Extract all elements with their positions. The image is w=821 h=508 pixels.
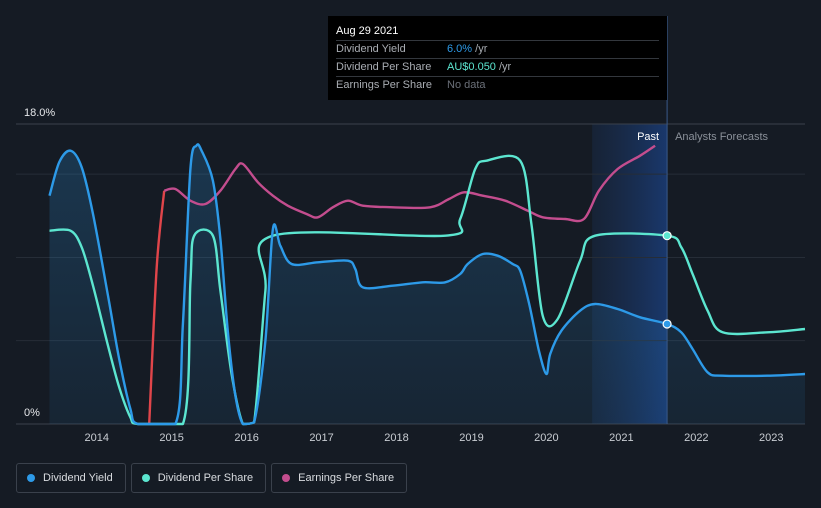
tooltip-value: No data xyxy=(447,79,486,91)
x-tick-label: 2022 xyxy=(684,432,708,444)
legend-label: Dividend Yield xyxy=(43,472,113,484)
past-label: Past xyxy=(637,131,659,143)
analysts-forecasts-label: Analysts Forecasts xyxy=(675,131,768,143)
dividend-chart[interactable]: 2014 2015 2016 2017 2018 2019 2020 2021 2022 2023… xyxy=(0,0,821,460)
earnings-per-share-line-start xyxy=(148,190,166,425)
legend-item-earnings-per-share[interactable]: Earnings Per Share xyxy=(271,463,408,493)
tooltip-suffix: /yr xyxy=(495,61,512,73)
x-tick-label: 2018 xyxy=(384,432,408,444)
y-tick-label: 18.0% xyxy=(24,107,55,119)
tooltip-date: Aug 29 2021 xyxy=(336,24,659,41)
dot-icon xyxy=(282,474,291,482)
x-tick-label: 2015 xyxy=(159,432,183,444)
legend-label: Earnings Per Share xyxy=(298,472,395,484)
tooltip-label: Earnings Per Share xyxy=(336,79,432,91)
tooltip-suffix: /yr xyxy=(472,43,488,55)
dot-icon xyxy=(27,474,35,482)
x-tick-label: 2020 xyxy=(534,432,558,444)
x-tick-label: 2021 xyxy=(609,432,633,444)
highlight-point xyxy=(662,231,672,241)
tooltip-label: Dividend Per Share xyxy=(336,61,432,73)
highlight-point xyxy=(662,319,672,329)
tooltip-row-earnings-per-share: Earnings Per Share No data xyxy=(336,77,659,94)
legend-label: Dividend Per Share xyxy=(157,472,254,484)
dividend-yield-line xyxy=(48,143,806,426)
legend: Dividend Yield Dividend Per Share Earnin… xyxy=(16,463,412,493)
x-tick-label: 2017 xyxy=(309,432,333,444)
y-tick-label: 0% xyxy=(24,407,40,419)
dot-icon xyxy=(141,474,150,482)
highlight-markers xyxy=(662,231,672,329)
tooltip-row-dividend-yield: Dividend Yield 6.0% /yr xyxy=(336,41,659,59)
legend-item-dividend-yield[interactable]: Dividend Yield xyxy=(16,463,126,493)
tooltip-value: AU$0.050 xyxy=(447,61,496,73)
x-tick-label: 2014 xyxy=(84,432,108,444)
x-tick-label: 2023 xyxy=(759,432,783,444)
tooltip-label: Dividend Yield xyxy=(336,43,406,55)
dividend-yield-area xyxy=(49,144,805,424)
x-tick-label: 2019 xyxy=(459,432,483,444)
x-tick-label: 2016 xyxy=(234,432,258,444)
series-layer xyxy=(48,143,806,426)
axis-labels: 2014 2015 2016 2017 2018 2019 2020 2021 2022 2023… xyxy=(24,107,784,444)
earnings-per-share-line xyxy=(163,144,656,223)
hover-tooltip: Aug 29 2021 Dividend Yield 6.0% /yr Divi… xyxy=(328,16,667,100)
legend-item-dividend-per-share[interactable]: Dividend Per Share xyxy=(130,463,267,493)
tooltip-value: 6.0% xyxy=(447,43,473,55)
tooltip-row-dividend-per-share: Dividend Per Share AU$0.050 /yr xyxy=(336,59,659,77)
